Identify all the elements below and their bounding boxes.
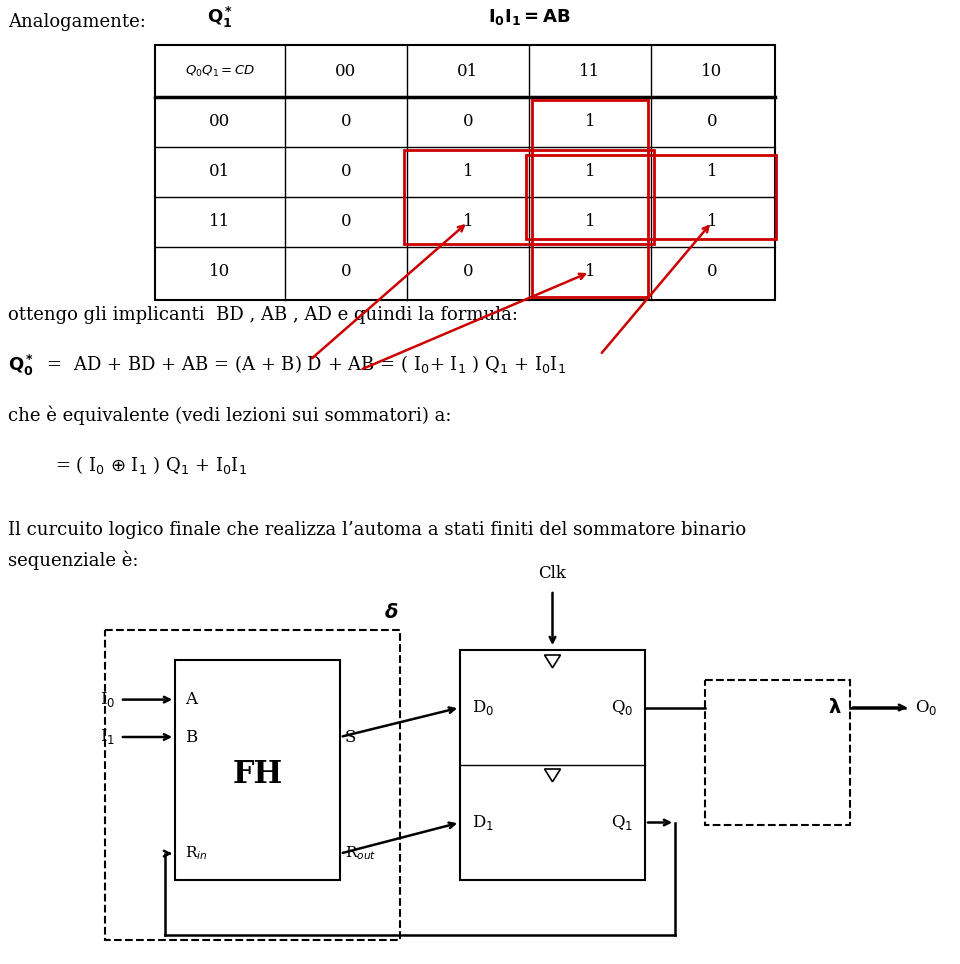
Text: R$_{in}$: R$_{in}$ [185, 844, 207, 863]
Text: 0: 0 [341, 164, 351, 180]
Text: R$_{out}$: R$_{out}$ [345, 844, 376, 863]
Text: 00: 00 [209, 114, 230, 130]
Polygon shape [544, 655, 561, 668]
Text: 11: 11 [209, 213, 230, 230]
Text: 01: 01 [209, 164, 230, 180]
Text: 1: 1 [463, 213, 473, 230]
Text: 0: 0 [341, 213, 351, 230]
Bar [526, 155, 776, 239]
Text: 11: 11 [580, 63, 601, 79]
Text: Clk: Clk [539, 565, 566, 582]
Text: 0: 0 [707, 114, 717, 130]
Text: 0: 0 [341, 263, 351, 281]
Text: $\mathbf{Q_1^*}$: $\mathbf{Q_1^*}$ [207, 5, 233, 30]
Bar [155, 45, 775, 300]
Text: 0: 0 [463, 263, 473, 281]
Bar [460, 650, 645, 880]
Bar [532, 100, 648, 297]
Text: 0: 0 [341, 114, 351, 130]
Text: $\boldsymbol{\lambda}$: $\boldsymbol{\lambda}$ [828, 698, 842, 717]
Text: = ( I$_0$ $\oplus$ I$_1$ ) Q$_1$ + I$_0$I$_1$: = ( I$_0$ $\oplus$ I$_1$ ) Q$_1$ + I$_0$… [55, 454, 247, 476]
Text: 1: 1 [585, 164, 595, 180]
Text: ottengo gli implicanti  BD , AB , AD e quindi la formula:: ottengo gli implicanti BD , AB , AD e qu… [8, 306, 518, 324]
Text: O$_0$: O$_0$ [915, 698, 937, 717]
Text: $\mathbf{I_0I_1=AB}$: $\mathbf{I_0I_1=AB}$ [488, 7, 570, 27]
Text: 1: 1 [707, 164, 717, 180]
Text: 10: 10 [702, 63, 723, 79]
Text: FH: FH [232, 759, 282, 790]
Text: S: S [345, 729, 356, 745]
Text: D$_1$: D$_1$ [472, 813, 493, 832]
Bar [705, 680, 850, 825]
Text: 1: 1 [585, 114, 595, 130]
Text: I$_1$: I$_1$ [100, 728, 115, 746]
Bar [175, 660, 340, 880]
Bar [404, 150, 654, 244]
Bar [105, 630, 400, 940]
Text: sequenziale è:: sequenziale è: [8, 550, 138, 570]
Text: 01: 01 [457, 63, 479, 79]
Text: 1: 1 [707, 213, 717, 230]
Text: 0: 0 [707, 263, 717, 281]
Text: I$_0$: I$_0$ [100, 690, 115, 710]
Text: 0: 0 [463, 114, 473, 130]
Text: che è equivalente (vedi lezioni sui sommatori) a:: che è equivalente (vedi lezioni sui somm… [8, 405, 451, 425]
Text: Analogamente:: Analogamente: [8, 13, 146, 31]
Text: 00: 00 [335, 63, 356, 79]
Text: 1: 1 [463, 164, 473, 180]
Text: 1: 1 [585, 213, 595, 230]
Text: 1: 1 [585, 263, 595, 281]
Text: B: B [185, 729, 197, 745]
Text: Q$_0$: Q$_0$ [611, 698, 633, 717]
Text: 10: 10 [209, 263, 230, 281]
Text: Q$_1$: Q$_1$ [611, 813, 633, 832]
Text: Il curcuito logico finale che realizza l’automa a stati finiti del sommatore bin: Il curcuito logico finale che realizza l… [8, 521, 746, 539]
Text: $\mathbf{Q_0^*}$  =  AD + BD + AB = (A + B) D + AB = ( I$_0$+ I$_1$ ) Q$_1$ + I$: $\mathbf{Q_0^*}$ = AD + BD + AB = (A + B… [8, 353, 566, 378]
Text: $Q_0Q_1=CD$: $Q_0Q_1=CD$ [184, 64, 255, 78]
Text: $\boldsymbol{\delta}$: $\boldsymbol{\delta}$ [384, 603, 398, 622]
Text: D$_0$: D$_0$ [472, 698, 494, 717]
Text: A: A [185, 691, 197, 709]
Polygon shape [544, 769, 561, 782]
